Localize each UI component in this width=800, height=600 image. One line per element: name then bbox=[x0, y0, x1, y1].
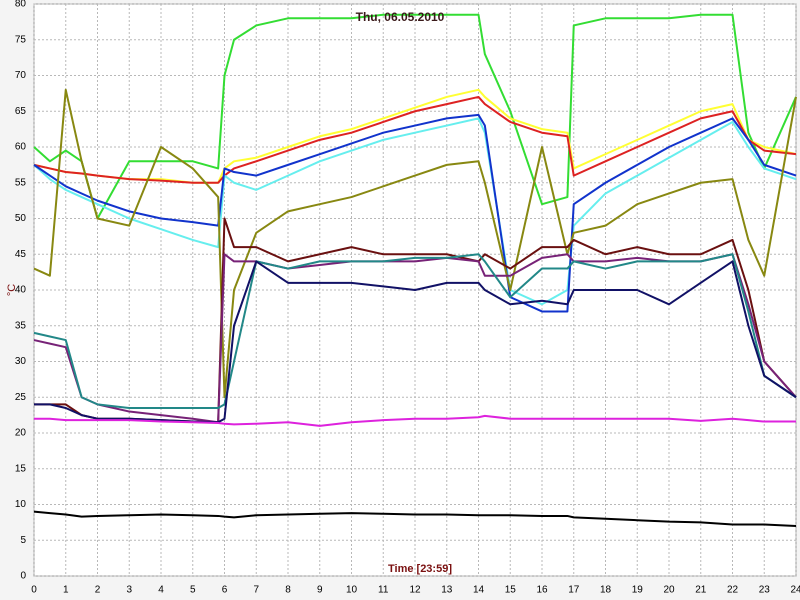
series-line bbox=[33, 88, 797, 399]
x-tick-label: 23 bbox=[759, 585, 771, 596]
x-tick-label: 16 bbox=[536, 585, 548, 596]
y-tick-label: 50 bbox=[15, 213, 27, 224]
x-tick-label: 8 bbox=[285, 585, 291, 596]
x-tick-label: 2 bbox=[95, 585, 101, 596]
y-tick-label: 20 bbox=[15, 428, 27, 439]
x-tick-label: 7 bbox=[253, 585, 259, 596]
x-tick-label: 18 bbox=[600, 585, 612, 596]
y-tick-label: 75 bbox=[15, 34, 27, 45]
x-tick-label: 3 bbox=[126, 585, 132, 596]
y-tick-label: 15 bbox=[15, 463, 27, 474]
x-tick-label: 20 bbox=[663, 585, 675, 596]
series-line bbox=[33, 510, 797, 527]
x-tick-label: 11 bbox=[378, 585, 389, 596]
y-tick-label: 10 bbox=[15, 499, 27, 510]
x-tick-label: 0 bbox=[31, 585, 37, 596]
series-line bbox=[33, 13, 797, 220]
y-tick-label: 35 bbox=[15, 320, 27, 331]
y-tick-label: 30 bbox=[15, 356, 27, 367]
y-axis-label: °C bbox=[6, 284, 18, 296]
x-tick-label: 15 bbox=[505, 585, 517, 596]
x-tick-label: 12 bbox=[409, 585, 421, 596]
series-line bbox=[34, 414, 796, 427]
y-tick-label: 0 bbox=[20, 571, 26, 582]
x-tick-label: 17 bbox=[568, 585, 580, 596]
series-line bbox=[34, 260, 797, 424]
y-tick-label: 5 bbox=[20, 535, 26, 546]
x-tick-label: 13 bbox=[441, 585, 453, 596]
x-tick-label: 24 bbox=[790, 585, 800, 596]
y-tick-label: 40 bbox=[15, 285, 27, 296]
y-tick-label: 45 bbox=[15, 249, 27, 260]
y-tick-label: 55 bbox=[15, 177, 27, 188]
x-tick-label: 10 bbox=[346, 585, 358, 596]
y-tick-label: 70 bbox=[15, 70, 27, 81]
x-tick-label: 6 bbox=[222, 585, 228, 596]
x-tick-label: 21 bbox=[695, 585, 707, 596]
chart-title: Thu, 06.05.2010 bbox=[356, 10, 445, 24]
x-tick-label: 9 bbox=[317, 585, 323, 596]
x-tick-label: 19 bbox=[632, 585, 644, 596]
series-line bbox=[33, 117, 797, 306]
y-tick-label: 60 bbox=[15, 142, 27, 153]
x-axis-label: Time [23:59] bbox=[388, 563, 452, 575]
x-tick-label: 14 bbox=[473, 585, 485, 596]
x-tick-label: 4 bbox=[158, 585, 164, 596]
x-tick-label: 1 bbox=[63, 585, 69, 596]
x-tick-label: 22 bbox=[727, 585, 739, 596]
y-tick-label: 25 bbox=[15, 392, 27, 403]
series-line bbox=[33, 253, 797, 409]
lines bbox=[33, 13, 797, 527]
y-tick-label: 80 bbox=[15, 0, 27, 10]
y-tick-label: 65 bbox=[15, 106, 27, 117]
series-line bbox=[33, 95, 797, 184]
x-tick-label: 5 bbox=[190, 585, 196, 596]
